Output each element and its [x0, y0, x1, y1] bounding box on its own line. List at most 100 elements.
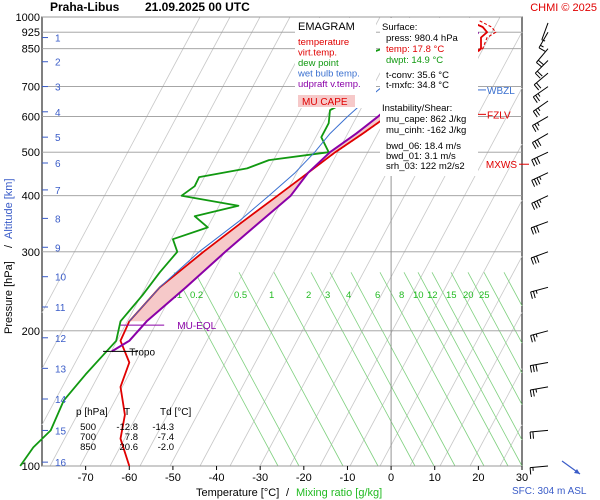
pressure-tick: 200 — [22, 326, 40, 338]
mixing-ratio-line — [467, 272, 523, 374]
barb-staff — [533, 100, 549, 112]
barb-flag — [534, 123, 539, 131]
barb-flag — [536, 177, 541, 185]
barb-half-flag — [539, 176, 542, 181]
barb-flag — [536, 62, 543, 68]
mixing-ratio-line — [403, 272, 509, 467]
barb-flag — [529, 365, 532, 373]
cape-badge-label: MU CAPE — [302, 97, 348, 108]
sfc-label: SFC: 304 m ASL — [512, 486, 587, 497]
mixing-ratio-line — [310, 272, 416, 467]
temperature-tick: -10 — [340, 472, 356, 484]
barb-staff — [534, 60, 549, 74]
barb-flag — [532, 389, 535, 397]
pressure-tick: 500 — [22, 147, 40, 159]
ylabel-pressure: Pressure [hPa] — [3, 261, 15, 334]
altitude-tick: 4 — [55, 108, 61, 119]
station-name: Praha-Libus — [50, 0, 120, 14]
barb-flag — [531, 180, 536, 187]
series-temperature — [119, 20, 488, 467]
barb-staff — [536, 48, 549, 63]
pressure-tick: 1000 — [16, 12, 40, 24]
barb-flag — [535, 95, 541, 102]
pressure-tick: 600 — [22, 112, 40, 124]
stats-shear-line: bwd_06: 18.4 m/s — [386, 141, 461, 152]
barb-staff — [531, 151, 549, 161]
temperature-tick: 10 — [429, 472, 441, 484]
wind-barb — [531, 195, 549, 210]
barb-flag — [536, 225, 540, 233]
barb-flag — [533, 256, 537, 264]
mixing-ratio-line — [503, 272, 523, 307]
altitude-tick: 7 — [55, 186, 61, 197]
barb-flag — [530, 257, 534, 265]
barb-flag — [529, 389, 532, 397]
legend-title: EMAGRAM — [298, 21, 355, 33]
pressure-tick: 850 — [22, 44, 40, 56]
wind-barb — [538, 31, 549, 52]
surface-wind-arrowhead — [574, 469, 580, 474]
barb-flag — [535, 364, 538, 372]
stats-surface-line: dwpt: 14.9 °C — [386, 55, 443, 66]
stats-surface-line: press: 980.4 hPa — [386, 33, 459, 44]
table-header: p [hPa] — [76, 407, 108, 418]
altitude-tick: 1 — [55, 34, 61, 45]
wind-barb — [529, 386, 549, 397]
legend-item: virt.temp. — [298, 48, 337, 59]
wind-barb — [531, 151, 549, 167]
wind-barb — [530, 251, 549, 265]
wind-barb — [534, 60, 549, 79]
barb-staff — [531, 195, 549, 204]
mixing-ratio-line — [194, 272, 300, 467]
barb-flag — [536, 200, 541, 208]
altitude-tick: 3 — [55, 83, 61, 94]
barb-staff — [533, 86, 549, 98]
mixing-ratio-line — [173, 272, 279, 467]
mixing-ratio-label: 15 — [446, 290, 457, 301]
pressure-tick: 300 — [22, 247, 40, 259]
wind-barb — [530, 221, 549, 235]
mixing-ratio-label: 12 — [427, 290, 438, 301]
barb-flag — [530, 291, 533, 299]
stats-box — [380, 18, 478, 176]
tropopause-label: Tropo — [129, 347, 155, 358]
wind-barb — [531, 133, 549, 149]
pressure-tick: 925 — [22, 27, 40, 39]
altitude-tick: 13 — [55, 364, 67, 375]
pressure-tick: 400 — [22, 191, 40, 203]
altitude-tick: 14 — [55, 395, 67, 406]
legend-item: wet bulb temp. — [297, 69, 360, 80]
barb-flag — [536, 82, 542, 89]
stats-shear-line: bwd_01: 3.1 m/s — [386, 151, 456, 162]
altitude-tick: 8 — [55, 214, 61, 225]
sounding-table: p [hPa] T Td [°C] 500 -12.8 -14.3 700 7.8 -7.4 85… — [76, 407, 191, 453]
mixing-ratio-label: 3 — [325, 290, 330, 301]
xlabel-sep: / — [286, 487, 290, 499]
barb-half-flag — [537, 93, 541, 97]
table-cell: -7.4 — [158, 432, 174, 443]
mixing-ratio-label: 4 — [346, 290, 351, 301]
table-cell: 20.6 — [120, 442, 139, 453]
xlabel-mixing: Mixing ratio [g/kg] — [296, 487, 382, 499]
dry-adiabat — [79, 16, 321, 467]
altitude-tick: 5 — [55, 133, 61, 144]
altitude-tick: 6 — [55, 159, 61, 170]
barb-flag — [532, 334, 536, 342]
cape-badge — [298, 95, 355, 107]
mixing-ratio-line — [238, 272, 344, 467]
mixing-ratio-label: 0.2 — [190, 290, 203, 301]
wind-barb — [529, 429, 549, 439]
isobar-grid — [42, 16, 522, 467]
wind-barb — [532, 86, 549, 103]
stats-conv-line: t-conv: 35.6 °C — [386, 70, 449, 81]
barb-flag — [530, 335, 533, 343]
mixing-ratio-line — [483, 272, 523, 344]
barb-flag — [532, 431, 534, 439]
wind-barb — [529, 362, 549, 373]
dry-adiabat — [49, 16, 291, 467]
mixing-ratio-line — [329, 272, 435, 467]
barb-half-flag — [536, 122, 540, 127]
barb-flag — [536, 70, 543, 77]
barb-flag — [532, 111, 538, 118]
stats-instab-line: mu_cape: 862 J/kg — [386, 114, 466, 125]
